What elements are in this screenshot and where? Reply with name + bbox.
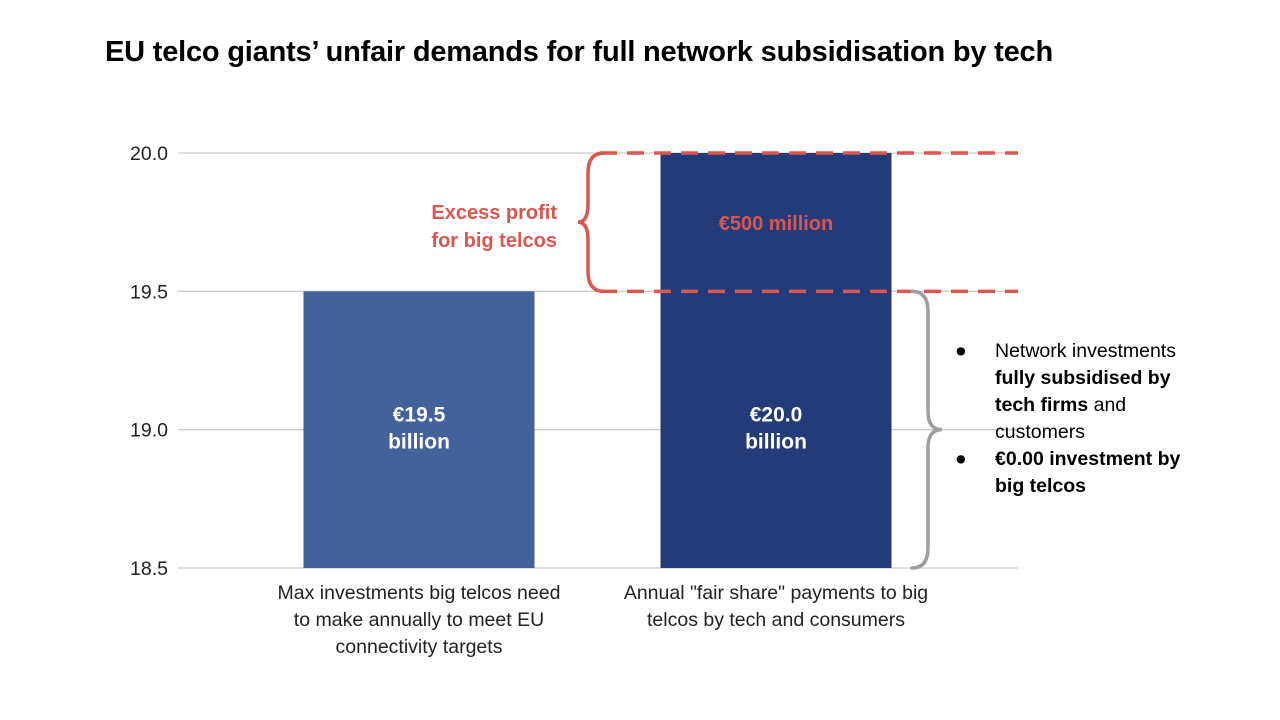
- bar: [660, 153, 892, 568]
- excess-value-label: €500 million: [719, 213, 834, 235]
- excess-brace: [577, 151, 606, 294]
- bullet-icon: ●: [955, 340, 967, 362]
- subsidised-brace: [910, 289, 943, 570]
- note-text: Network investments: [995, 340, 1176, 362]
- note-emphasis: fully subsidised by tech firms: [995, 367, 1171, 416]
- bullet-icon: ●: [955, 448, 967, 470]
- category-label: Max investments big telcos need: [278, 582, 561, 604]
- category-label: to make annually to meet EU: [294, 609, 544, 631]
- y-tick-label: 19.5: [130, 281, 168, 303]
- category-label: connectivity targets: [336, 636, 503, 658]
- bar: [303, 291, 535, 568]
- bar-data-label: billion: [388, 431, 450, 454]
- bars: [303, 153, 892, 568]
- bar-data-label: billion: [745, 431, 807, 454]
- bar-data-label: €19.5: [393, 404, 446, 427]
- annotations: Excess profit for big telcos €500 million: [431, 151, 1018, 570]
- category-labels: Max investments big telcos need to make a…: [278, 582, 929, 658]
- bar-data-label: €20.0: [750, 404, 803, 427]
- excess-label: Excess profit: [431, 202, 557, 224]
- category-label: telcos by tech and consumers: [647, 609, 905, 631]
- notes-list: ● Network investments fully subsidised b…: [955, 338, 1195, 500]
- y-axis-ticks: 18.5 19.0 19.5 20.0: [130, 143, 168, 580]
- note-item: ● €0.00 investment by big telcos: [955, 446, 1195, 500]
- note-item: ● Network investments fully subsidised b…: [955, 338, 1195, 446]
- note-emphasis: €0.00 investment by big telcos: [995, 448, 1181, 497]
- excess-label: for big telcos: [431, 230, 557, 252]
- category-label: Annual "fair share" payments to big: [624, 582, 928, 604]
- y-tick-label: 20.0: [130, 143, 168, 165]
- chart-title: EU telco giants’ unfair demands for full…: [105, 36, 1053, 68]
- data-labels: €19.5 billion €20.0 billion: [388, 404, 807, 454]
- y-tick-label: 18.5: [130, 558, 168, 580]
- note-text: and customers: [995, 394, 1127, 443]
- y-tick-label: 19.0: [130, 420, 168, 442]
